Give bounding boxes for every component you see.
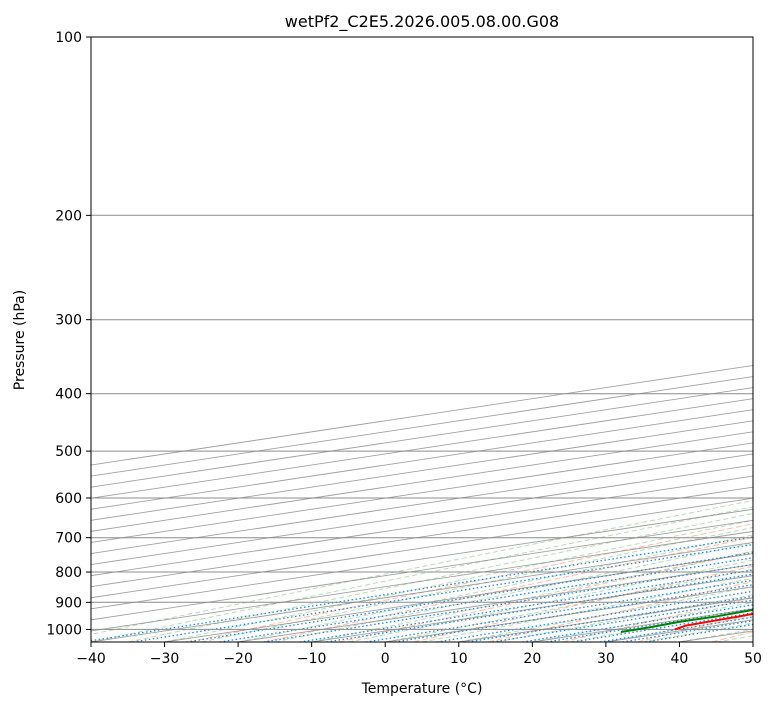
isotherm-line xyxy=(91,387,753,488)
plot-frame xyxy=(90,36,754,643)
y-tick-label: 800 xyxy=(55,565,82,581)
y-tick-label: 900 xyxy=(55,595,82,611)
isotherm-line xyxy=(91,409,753,510)
y-axis-label: Pressure (hPa) xyxy=(12,290,28,390)
mixing-ratio-line xyxy=(299,569,753,642)
dry-adiabat xyxy=(413,565,753,642)
dry-adiabat xyxy=(711,631,753,642)
background-lines xyxy=(91,499,753,642)
mixing-ratio-line xyxy=(599,616,753,642)
mixing-ratio-line xyxy=(394,584,753,642)
mixing-ratio-line xyxy=(219,557,753,642)
x-tick-label: 30 xyxy=(597,651,615,667)
moist-adiabat xyxy=(91,499,753,635)
isotherm-line xyxy=(91,475,753,577)
mixing-ratio-line xyxy=(645,623,753,642)
isotherm-line xyxy=(91,464,753,566)
mixing-ratio-line xyxy=(91,536,753,642)
x-ticks: −40 −30 −20 −10 0 10 20 30 40 50 xyxy=(76,642,762,667)
isotherm-line xyxy=(385,586,753,642)
isotherm-line xyxy=(752,641,753,642)
x-tick-label: −10 xyxy=(297,651,327,667)
dry-adiabat xyxy=(189,523,753,642)
x-tick-label: 10 xyxy=(450,651,468,667)
dry-adiabat xyxy=(338,551,753,642)
y-tick-label: 300 xyxy=(55,313,82,329)
x-tick-label: −20 xyxy=(223,651,253,667)
isotherm-line xyxy=(91,519,753,621)
mixing-ratio-line xyxy=(572,612,753,642)
x-axis-label: Temperature (°C) xyxy=(361,681,483,697)
x-tick-label: −30 xyxy=(150,651,180,667)
mixing-ratio-line xyxy=(436,590,753,642)
isotherm-line xyxy=(91,420,753,521)
isotherm-line xyxy=(91,398,753,499)
isotherm-line xyxy=(91,530,753,632)
isotherm-line xyxy=(458,597,753,642)
x-tick-label: −40 xyxy=(76,651,106,667)
x-tick-label: 20 xyxy=(523,651,541,667)
moist-adiabat xyxy=(127,512,753,642)
y-ticks: 100 200 300 400 500 600 700 800 900 1000 xyxy=(46,30,91,638)
x-tick-label: 50 xyxy=(744,651,762,667)
isotherm-line xyxy=(91,453,753,554)
x-tick-label: 0 xyxy=(381,651,390,667)
isotherm-line xyxy=(91,497,753,599)
moist-adiabat xyxy=(642,622,753,642)
isotherm-line xyxy=(91,365,753,466)
isotherm-line xyxy=(91,442,753,543)
y-tick-label: 600 xyxy=(55,491,82,507)
plot-area: 0.10.20.40.611.52346810131620253036-100-… xyxy=(91,37,753,642)
moist-adiabat xyxy=(311,550,753,642)
moist-adiabat xyxy=(274,542,753,642)
isotherm-line xyxy=(91,431,753,532)
mixing-ratio-line xyxy=(186,552,753,642)
x-tick-label: 40 xyxy=(671,651,689,667)
moist-adiabat xyxy=(458,586,753,642)
mixing-ratio-line xyxy=(365,579,753,642)
isotherm-line xyxy=(91,508,753,610)
y-tick-label: 100 xyxy=(55,30,82,46)
dry-adiabat xyxy=(562,597,753,642)
moist-adiabat xyxy=(716,635,753,642)
isotherm-line xyxy=(91,486,753,588)
isotherm-line xyxy=(605,619,753,642)
isotherm-line xyxy=(91,376,753,477)
y-tick-label: 500 xyxy=(55,444,82,460)
moist-adiabat xyxy=(605,615,753,642)
y-tick-label: 200 xyxy=(55,208,82,224)
dry-adiabat xyxy=(264,536,753,642)
dry-adiabat xyxy=(637,613,753,642)
y-tick-label: 400 xyxy=(55,387,82,403)
grid-lines xyxy=(91,37,753,642)
y-tick-label: 700 xyxy=(55,531,82,547)
moist-adiabat xyxy=(495,594,753,642)
y-tick-label: 1000 xyxy=(46,622,82,638)
moist-adiabat xyxy=(385,568,753,642)
isotherm-line xyxy=(311,575,753,642)
chart-title: wetPf2_C2E5.2026.005.08.00.G08 xyxy=(285,12,559,32)
